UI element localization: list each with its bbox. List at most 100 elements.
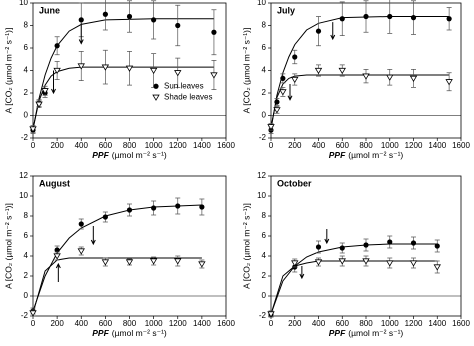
x-tick-label: 600 (336, 141, 350, 150)
fit-curve (32, 257, 202, 314)
point (125, 259, 134, 266)
legend-marker (152, 94, 160, 101)
x-tick-label: 1000 (145, 141, 163, 150)
point (211, 29, 217, 35)
x-axis-label: PPF (µmol m⁻² s⁻¹) (329, 150, 404, 160)
x-tick-label: 200 (288, 141, 302, 150)
x-axis-label: PPF (µmol m⁻² s⁻¹) (92, 328, 167, 338)
point (363, 242, 369, 248)
x-tick-label: 0 (269, 319, 274, 328)
x-axis-label: PPF (µmol m⁻² s⁻¹) (92, 150, 167, 160)
panel: 0 200 400 600 800 1000 1200 1400 1600-20246810Ju… (3, 0, 235, 160)
point (53, 67, 61, 75)
x-tick-label: 600 (336, 319, 350, 328)
y-tick-label: 0 (24, 111, 29, 120)
point (174, 258, 182, 265)
x-tick-label: 1600 (452, 141, 470, 150)
y-tick-label: 0 (262, 291, 267, 300)
x-tick-label: 400 (75, 319, 89, 328)
y-tick-label: -2 (259, 133, 267, 142)
point (126, 207, 133, 213)
point (175, 203, 181, 209)
point (54, 43, 60, 49)
y-tick-label: 12 (19, 171, 28, 180)
y-tick-label: 10 (19, 0, 28, 7)
x-tick-label: 200 (50, 319, 64, 328)
point (338, 67, 346, 75)
point (386, 260, 394, 267)
fit-curve (270, 16, 450, 130)
x-tick-label: 200 (288, 319, 302, 328)
point (339, 245, 345, 251)
x-axis-variable: PPF (329, 150, 346, 160)
panel: 0 200 400 600 800 1000 1200 1400 1600-2024681012… (241, 171, 470, 338)
y-axis-label: A [CO₂ (µmol m⁻² s⁻¹)] (3, 28, 13, 114)
y-tick-label: 6 (262, 231, 267, 240)
point (151, 205, 157, 211)
y-tick-label: 2 (24, 271, 29, 280)
arrow (324, 229, 330, 245)
y-tick-label: 10 (19, 191, 28, 200)
x-tick-label: 800 (123, 141, 137, 150)
point (102, 11, 108, 17)
y-tick-label: 6 (24, 231, 29, 240)
point (280, 75, 286, 81)
point (125, 65, 134, 72)
point (339, 16, 345, 22)
panel-title: June (39, 5, 60, 15)
y-tick-label: 12 (257, 171, 266, 180)
x-tick-label: 800 (359, 319, 373, 328)
x-axis-variable: PPF (92, 328, 109, 338)
y-tick-label: 6 (262, 43, 267, 52)
x-tick-label: 1600 (217, 141, 235, 150)
panel-title: July (277, 5, 295, 15)
x-axis-unit: (µmol m⁻² s⁻¹) (348, 150, 403, 160)
point (291, 76, 299, 84)
legend-label: Sun leaves (164, 81, 204, 90)
point (175, 22, 181, 29)
x-axis-label: PPF (µmol m⁻² s⁻¹) (329, 328, 404, 338)
arrow (330, 22, 336, 41)
point (434, 243, 440, 249)
fit-curve (270, 243, 438, 315)
arrow (78, 23, 84, 45)
point (210, 72, 218, 79)
x-tick-label: 1200 (169, 319, 187, 328)
arrow (90, 226, 96, 246)
y-tick-label: 2 (262, 88, 267, 97)
y-tick-label: 8 (24, 21, 29, 30)
point (54, 247, 60, 253)
x-tick-label: 1000 (381, 319, 399, 328)
panel: 0 200 400 600 800 1000 1200 1400 1600-2024681012… (3, 171, 235, 338)
point (273, 107, 281, 114)
x-tick-label: 400 (75, 141, 89, 150)
y-tick-label: 6 (24, 43, 29, 52)
point (199, 204, 205, 210)
point (126, 13, 133, 20)
x-axis-variable: PPF (92, 150, 109, 160)
y-tick-label: 0 (262, 111, 267, 120)
point (315, 244, 322, 250)
point (409, 75, 418, 82)
point (101, 64, 110, 71)
x-tick-label: 1000 (145, 319, 163, 328)
x-tick-label: 1000 (381, 141, 399, 150)
x-tick-label: 1400 (428, 319, 446, 328)
point (78, 221, 84, 227)
x-tick-label: 400 (312, 319, 326, 328)
x-tick-label: 1200 (405, 141, 423, 150)
x-axis-unit: (µmol m⁻² s⁻¹) (112, 150, 167, 160)
y-tick-label: 4 (24, 251, 29, 260)
point (149, 258, 158, 265)
x-tick-label: 1200 (405, 319, 423, 328)
point (151, 17, 157, 23)
point (279, 89, 287, 96)
point (274, 99, 280, 105)
y-axis-label: A [CO₂ (µmol m⁻² s⁻¹)] (3, 203, 13, 289)
x-tick-label: 200 (50, 141, 64, 150)
x-tick-label: 1600 (452, 319, 470, 328)
y-axis-label: A [CO₂ (µmol m⁻² s⁻¹)] (241, 203, 251, 289)
arrow (51, 70, 56, 95)
point (267, 124, 275, 131)
